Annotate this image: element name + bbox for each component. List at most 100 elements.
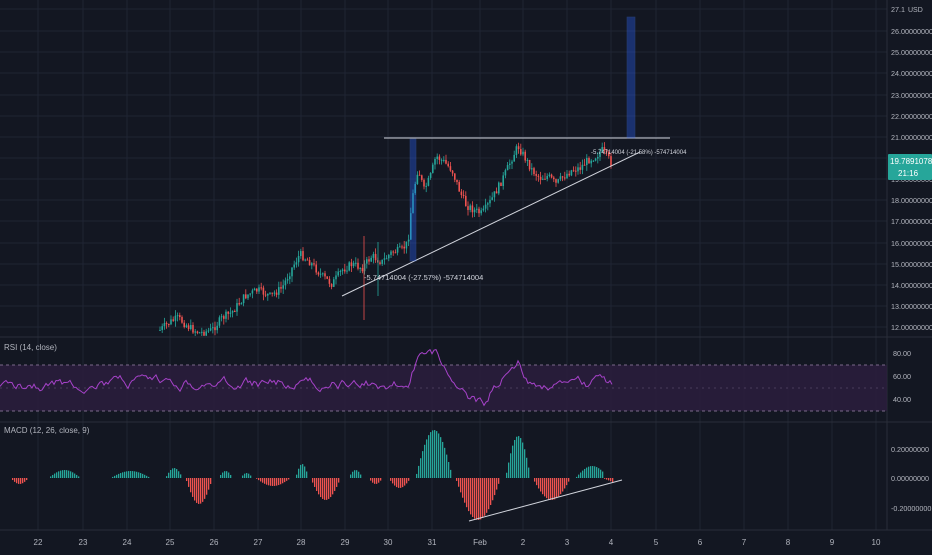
macd-histogram-bar [220, 474, 222, 478]
macd-histogram-bar [338, 478, 340, 483]
macd-histogram-bar [564, 478, 566, 489]
candle-body [236, 303, 238, 312]
macd-histogram-bar [520, 438, 522, 478]
macd-histogram-bar [60, 470, 62, 478]
candle-body [249, 293, 251, 295]
macd-histogram-bar [610, 478, 612, 482]
macd-histogram-bar [288, 478, 290, 480]
candle-body [460, 191, 463, 196]
macd-histogram-bar [148, 476, 150, 478]
time-tick-label: 31 [428, 538, 437, 547]
candles[interactable] [159, 142, 612, 336]
annotation-2[interactable]: -5.74714004 (-21.58%) -574714004 [591, 150, 687, 156]
macd-label[interactable]: MACD (12, 26, close, 9) [4, 426, 90, 435]
time-tick-label: 10 [872, 538, 881, 547]
macd-histogram-bar [66, 470, 68, 478]
macd-histogram-bar [372, 478, 374, 483]
candle-body [190, 325, 192, 330]
macd-histogram-bar [506, 472, 508, 478]
macd-histogram-bar [450, 469, 452, 478]
macd-histogram-bar [270, 478, 272, 486]
candle-body [454, 173, 456, 180]
macd-histogram-bar [444, 447, 446, 478]
price-tick-label: 26.00000000 [891, 27, 932, 36]
macd-histogram-bar [540, 478, 542, 492]
macd-histogram-bar [438, 433, 440, 478]
macd-histogram-bar [350, 474, 352, 478]
macd-histogram-bar [442, 441, 444, 478]
candle-body [405, 241, 408, 249]
macd-histogram-bar [54, 473, 56, 478]
macd-histogram-bar [52, 474, 54, 478]
macd-histogram-bar [332, 478, 334, 495]
macd-histogram-bar [26, 478, 28, 481]
macd-histogram-bar [546, 478, 548, 499]
time-axis[interactable]: 22 23 24 25 26 27 28 29 30 31 Feb 2 3 4 5 6 7 8 9 10 [34, 538, 881, 547]
macd-histogram-bar [298, 468, 300, 478]
macd-histogram-bar [114, 475, 116, 478]
candle-body [447, 163, 449, 167]
candle-body [209, 328, 212, 331]
macd-histogram-bar [306, 471, 308, 478]
candle-body [546, 175, 548, 180]
candle-body [524, 151, 526, 161]
candle-body [599, 151, 601, 157]
rsi-label[interactable]: RSI (14, close) [4, 343, 57, 352]
candle-body [366, 259, 368, 264]
macd-histogram-bar [402, 478, 404, 488]
time-tick-label: 27 [254, 538, 263, 547]
macd-histogram-bar [230, 474, 232, 478]
time-tick-label: 8 [786, 538, 791, 547]
macd-histogram-bar [590, 466, 592, 478]
rsi-axis[interactable]: 80.00 60.00 40.00 [893, 349, 911, 404]
macd-histogram-bar [568, 478, 570, 482]
drawings[interactable]: -5.74714004 (-27.57%) -574714004 -5.7471… [341, 16, 687, 522]
annotation-1[interactable]: -5.74714004 (-27.57%) -574714004 [364, 273, 483, 282]
macd-histogram-bar [122, 472, 124, 478]
macd-axis[interactable]: 0.20000000 0.00000000 -0.20000000 [891, 445, 931, 513]
macd-histogram-bar [508, 462, 510, 478]
candle-body [502, 175, 504, 186]
macd-histogram-bar [594, 466, 596, 478]
ascending-trendline[interactable] [341, 151, 641, 297]
macd-histogram-bar [126, 471, 128, 478]
macd-histogram-bar [316, 478, 318, 491]
candle-body [330, 283, 333, 287]
candle-body [223, 316, 225, 319]
macd-histogram-bar [320, 478, 322, 498]
candle-body [528, 159, 531, 170]
macd-histogram-bar [324, 478, 326, 500]
macd-histogram-bar [190, 478, 192, 493]
time-tick-label: 2 [521, 538, 526, 547]
macd-histogram-bar [552, 478, 554, 500]
measure-bar-2[interactable] [626, 16, 636, 139]
candle-body [603, 147, 606, 151]
candle-body [269, 292, 271, 294]
measure-bar-1[interactable] [409, 138, 417, 262]
candle-body [170, 319, 172, 325]
macd-histogram-bar [188, 478, 190, 487]
candle-body [416, 174, 419, 184]
macd-trendline[interactable] [468, 479, 623, 522]
candle-body [172, 319, 174, 321]
candle-body [240, 303, 243, 305]
candle-body [471, 205, 474, 213]
macd-histogram-bar [580, 472, 582, 478]
candle-body [258, 287, 260, 292]
candle-body [383, 258, 386, 260]
candle-body [284, 280, 287, 286]
candle-body [469, 205, 471, 210]
candle-body [403, 246, 405, 249]
candle-body [592, 160, 595, 162]
macd-histogram-bar [302, 464, 304, 478]
price-tick-label: 17.00000000 [891, 217, 932, 226]
macd-plot[interactable] [12, 430, 614, 520]
macd-histogram-bar [262, 478, 264, 483]
candle-body [187, 325, 190, 330]
price-tick-label: 25.00000000 [891, 48, 932, 57]
macd-histogram-bar [24, 478, 26, 482]
candle-body [282, 285, 284, 289]
rsi-plot[interactable] [0, 348, 613, 407]
